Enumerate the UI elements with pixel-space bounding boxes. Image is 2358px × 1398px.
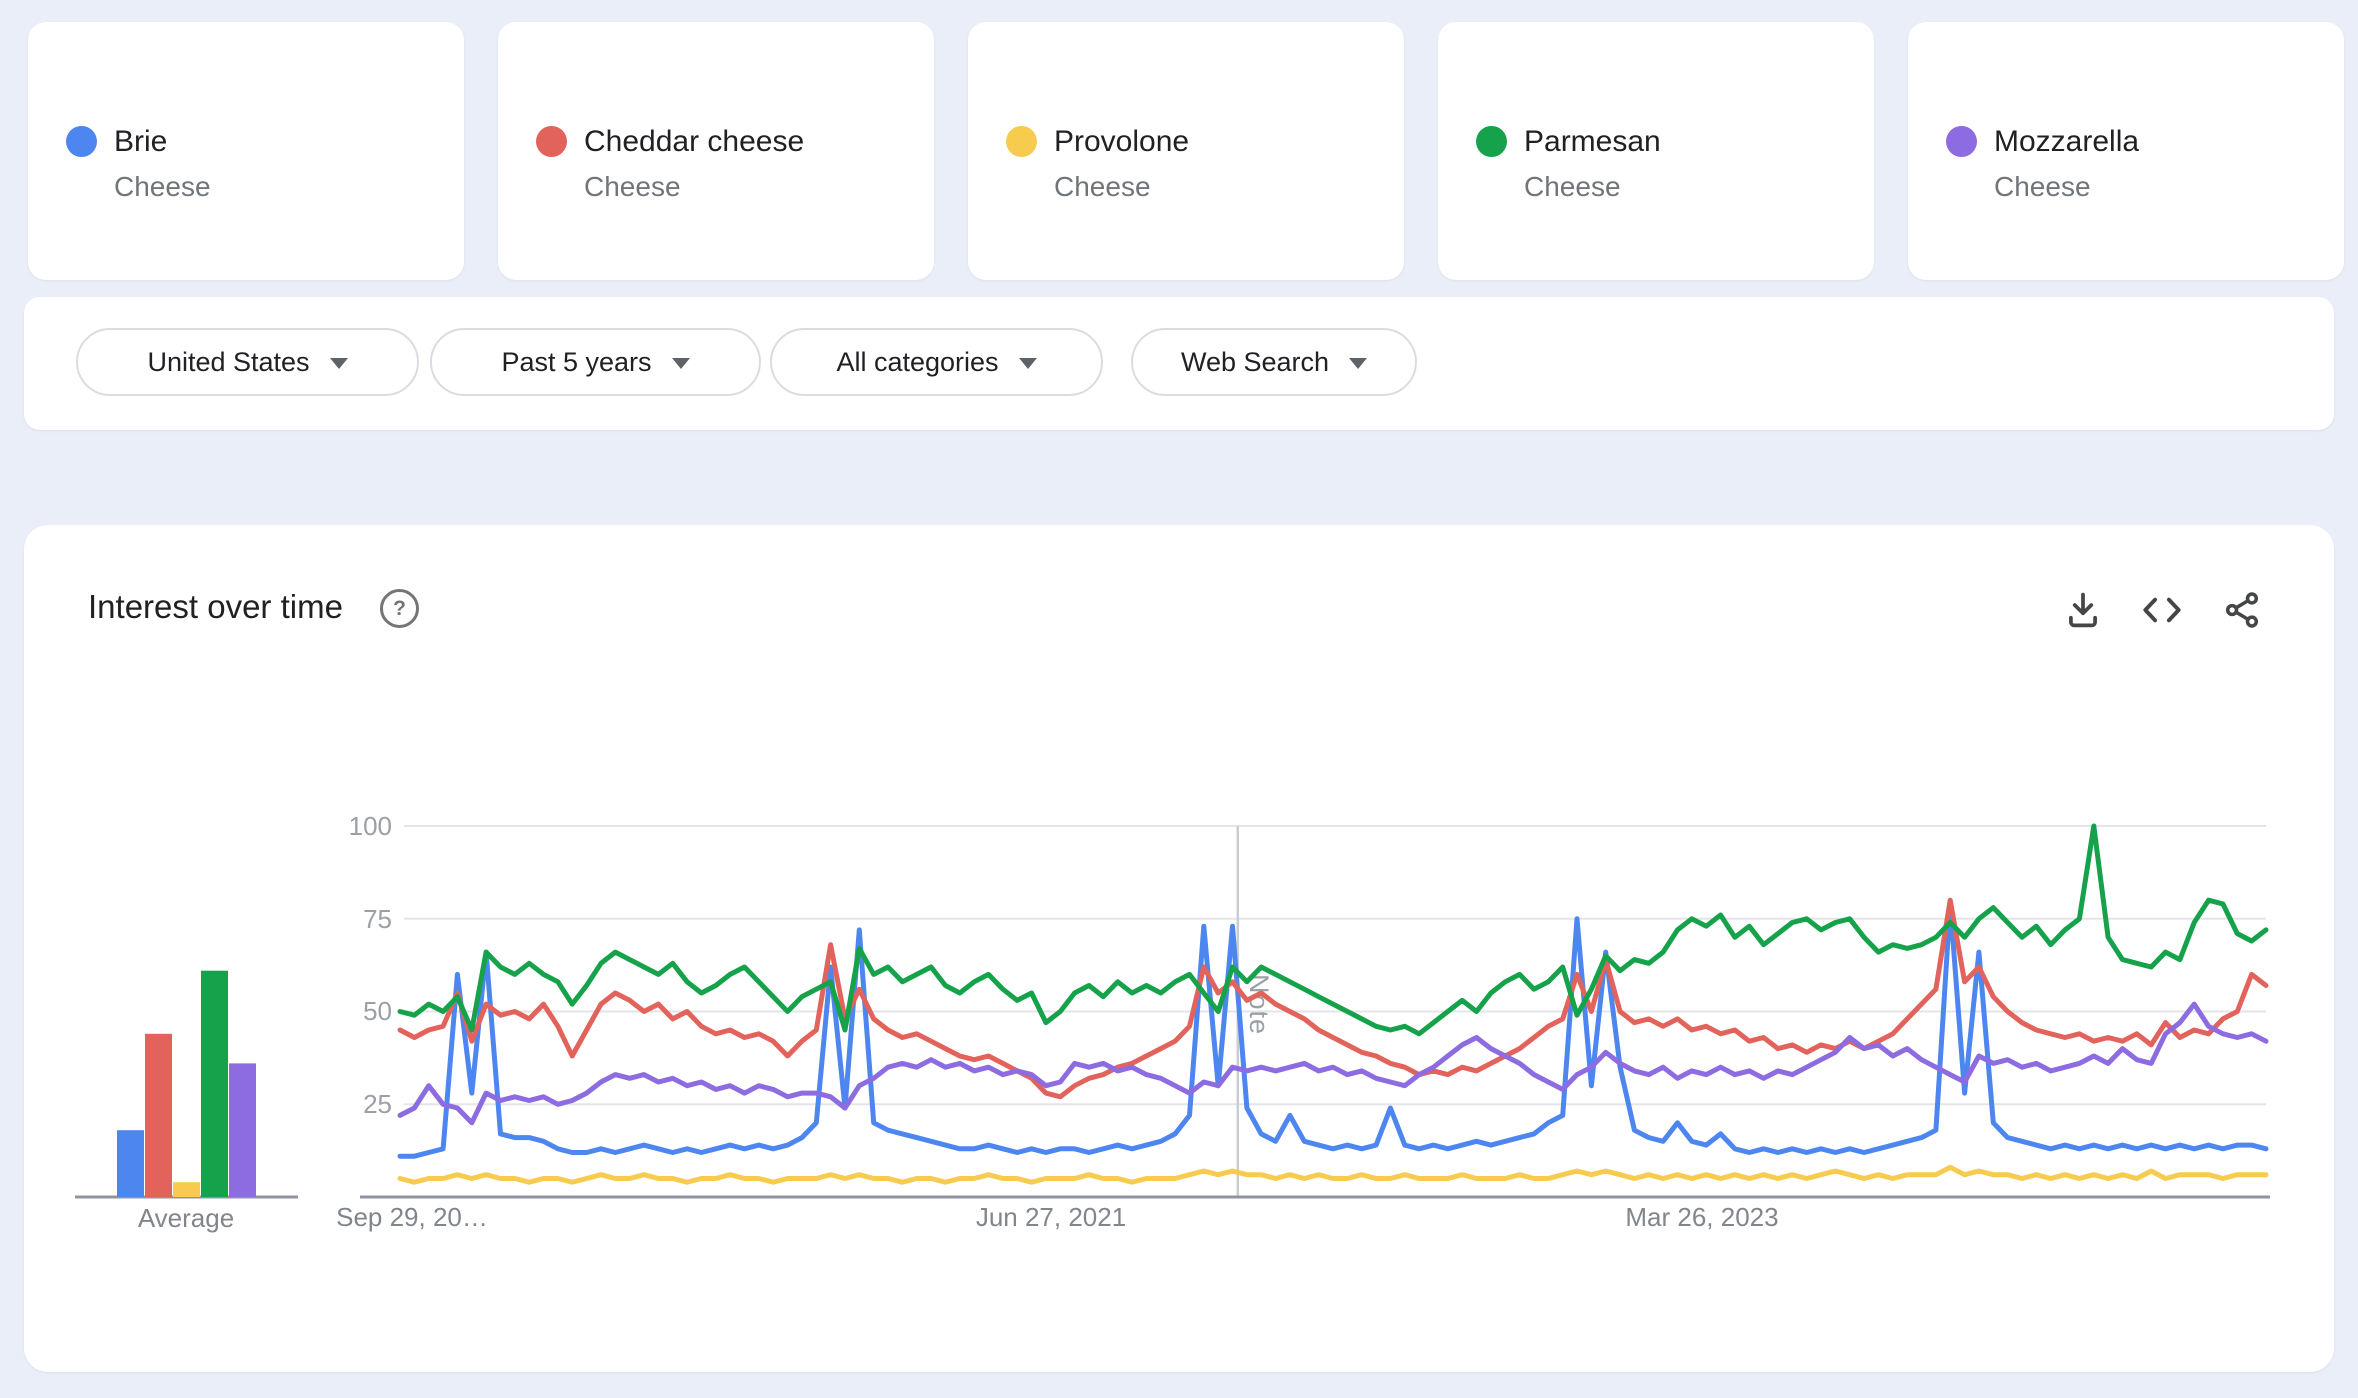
share-button[interactable] — [2217, 585, 2267, 635]
category-dropdown[interactable]: All categories — [770, 328, 1103, 396]
provolone-color-dot — [1006, 126, 1037, 157]
y-axis-tick-100: 100 — [348, 811, 392, 841]
help-icon[interactable]: ? — [380, 589, 419, 628]
term-subtitle: Cheese — [1994, 171, 2091, 202]
average-axis-label: Average — [137, 1203, 235, 1233]
term-label: Provolone — [1054, 125, 1190, 158]
caret-down-icon — [1018, 358, 1037, 369]
region-dropdown[interactable]: United States — [76, 328, 419, 396]
mozzarella-color-dot — [1946, 126, 1977, 157]
download-icon — [2069, 592, 2097, 628]
cheddar-color-dot — [536, 126, 567, 157]
term-card-provolone[interactable]: Provolone Cheese — [968, 22, 1404, 280]
time-range-dropdown[interactable]: Past 5 years — [430, 328, 761, 396]
term-label: Cheddar cheese — [584, 125, 805, 158]
term-subtitle: Cheese — [584, 171, 681, 202]
term-card-cheddar-cheese[interactable]: Cheddar cheese Cheese — [498, 22, 934, 280]
caret-down-icon — [1349, 358, 1368, 369]
term-card-mozzarella[interactable]: Mozzarella Cheese — [1908, 22, 2344, 280]
share-icon — [2225, 592, 2259, 628]
search-type-dropdown-label: Web Search — [1180, 346, 1330, 377]
brie-color-dot — [66, 126, 97, 157]
term-subtitle: Cheese — [1524, 171, 1621, 202]
embed-icon — [2143, 597, 2181, 623]
term-card-brie[interactable]: Brie Cheese — [28, 22, 464, 280]
search-type-dropdown[interactable]: Web Search — [1131, 328, 1417, 396]
chart-plot-area[interactable] — [400, 826, 2266, 1197]
time-range-dropdown-label: Past 5 years — [501, 346, 652, 377]
embed-button[interactable] — [2137, 585, 2187, 635]
region-dropdown-label: United States — [147, 346, 310, 377]
category-dropdown-label: All categories — [836, 346, 999, 377]
term-card-parmesan[interactable]: Parmesan Cheese — [1438, 22, 1874, 280]
term-subtitle: Cheese — [114, 171, 211, 202]
term-label: Mozzarella — [1994, 125, 2140, 158]
y-axis-tick-25: 25 — [363, 1089, 392, 1119]
term-label: Parmesan — [1524, 125, 1661, 158]
parmesan-color-dot — [1476, 126, 1507, 157]
term-subtitle: Cheese — [1054, 171, 1151, 202]
x-axis-tick-mid: Jun 27, 2021 — [975, 1202, 1127, 1232]
x-axis-tick-late: Mar 26, 2023 — [1625, 1202, 1779, 1232]
caret-down-icon — [671, 358, 690, 369]
caret-down-icon — [329, 358, 348, 369]
download-button[interactable] — [2058, 585, 2108, 635]
chart-title: Interest over time — [88, 588, 343, 625]
y-axis-tick-50: 50 — [363, 996, 392, 1026]
term-label: Brie — [114, 125, 168, 158]
x-axis-tick-start: Sep 29, 20… — [336, 1202, 488, 1232]
filter-bar: United States Past 5 years All categorie… — [24, 297, 2334, 430]
y-axis-tick-75: 75 — [363, 904, 392, 934]
